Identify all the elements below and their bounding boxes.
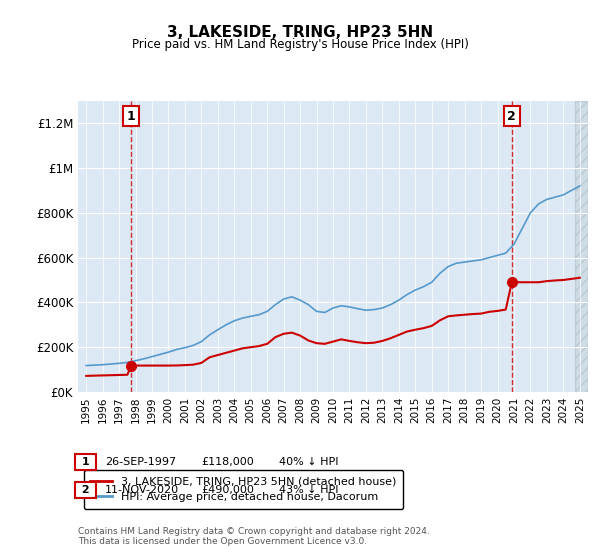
Text: Price paid vs. HM Land Registry's House Price Index (HPI): Price paid vs. HM Land Registry's House … — [131, 38, 469, 51]
Text: 1: 1 — [127, 110, 136, 123]
Text: 2: 2 — [78, 485, 94, 495]
Text: 1: 1 — [78, 457, 94, 467]
Text: 11-NOV-2020: 11-NOV-2020 — [105, 485, 179, 495]
Text: Contains HM Land Registry data © Crown copyright and database right 2024.
This d: Contains HM Land Registry data © Crown c… — [78, 526, 430, 546]
Text: £490,000: £490,000 — [201, 485, 254, 495]
Bar — [575, 101, 588, 392]
Text: 40% ↓ HPI: 40% ↓ HPI — [279, 457, 338, 467]
Text: 43% ↓ HPI: 43% ↓ HPI — [279, 485, 338, 495]
Legend: 3, LAKESIDE, TRING, HP23 5HN (detached house), HPI: Average price, detached hous: 3, LAKESIDE, TRING, HP23 5HN (detached h… — [83, 470, 403, 508]
Text: 2: 2 — [508, 110, 516, 123]
Text: £118,000: £118,000 — [201, 457, 254, 467]
Text: 26-SEP-1997: 26-SEP-1997 — [105, 457, 176, 467]
Text: 3, LAKESIDE, TRING, HP23 5HN: 3, LAKESIDE, TRING, HP23 5HN — [167, 25, 433, 40]
